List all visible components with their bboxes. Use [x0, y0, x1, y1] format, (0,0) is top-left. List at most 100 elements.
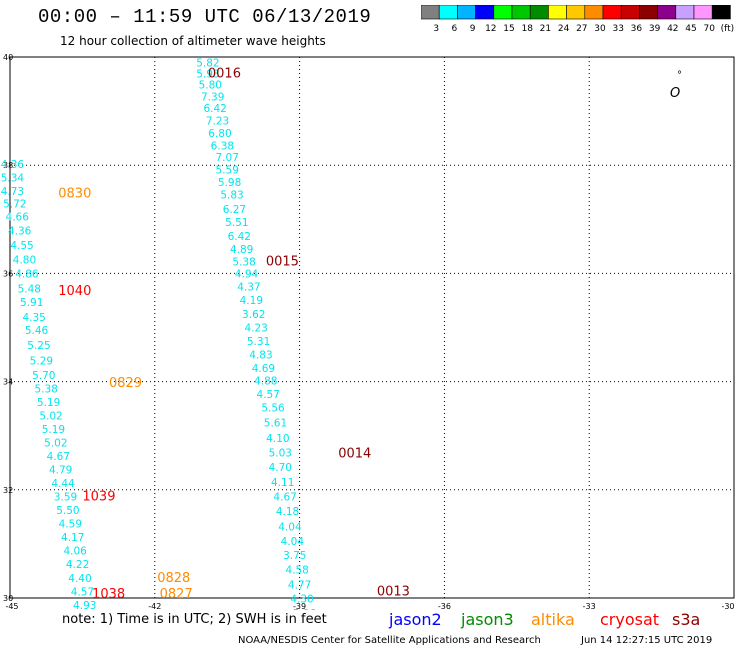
wave-height-value: 5.83	[220, 190, 243, 202]
colorbar-swatch	[711, 5, 731, 20]
y-tick-label: 30	[3, 594, 13, 603]
wave-height-value: 6.42	[228, 231, 251, 243]
wave-height-value: 5.02	[44, 438, 67, 450]
wave-height-value: 5.38	[35, 383, 58, 395]
wave-height-value: 4.19	[240, 295, 263, 307]
wave-height-value: 5.98	[218, 177, 241, 189]
island-marker-label: O	[670, 86, 680, 101]
wave-height-plot: -45 -42 -39 -36 -33 -303032343638405.825.935.…	[1, 53, 735, 610]
chart-subtitle: 12 hour collection of altimeter wave hei…	[60, 34, 326, 48]
wave-height-value: 4.80	[13, 255, 36, 267]
wave-height-value: 5.51	[225, 217, 248, 229]
pass-time-label: 0827	[160, 587, 193, 602]
wave-height-value: 5.38	[232, 256, 255, 268]
wave-height-value: 5.72	[3, 198, 26, 210]
wave-height-value: 3.75	[283, 550, 306, 562]
wave-height-value: 4.57	[71, 586, 94, 598]
colorbar-label: 3	[433, 24, 439, 34]
colorbar-label: 18	[521, 24, 533, 34]
wave-height-value: 4.37	[237, 282, 260, 294]
pass-time-label: 1040	[58, 284, 91, 299]
wave-height-value: 7.39	[201, 91, 224, 103]
pass-time-label: 0015	[266, 254, 299, 269]
wave-height-value: 5.19	[37, 397, 60, 409]
colorbar-label: 30	[594, 24, 606, 34]
pass-time-label: 1038	[92, 587, 125, 602]
wave-height-value: 4.67	[273, 492, 296, 504]
colorbar-label: 36	[631, 24, 643, 34]
wave-height-value: 4.79	[49, 465, 72, 477]
wave-height-value: 4.86	[15, 269, 39, 281]
x-tick-label: -36	[438, 602, 451, 610]
pass-time-label: 0830	[58, 187, 91, 202]
colorbar-label: 45	[685, 24, 696, 34]
colorbar-label: 15	[503, 24, 514, 34]
credit-line: NOAA/NESDIS Center for Satellite Applica…	[238, 635, 541, 646]
satellite-label-cryosat: cryosat	[600, 610, 660, 629]
wave-height-value: 5.02	[39, 410, 62, 422]
wave-height-value: 4.22	[66, 559, 89, 571]
wave-height-value: 4.04	[278, 521, 302, 533]
x-tick-label: -45	[5, 602, 18, 610]
chart-title: 00:00 – 11:59 UTC 06/13/2019	[38, 6, 372, 28]
wave-height-value: 4.40	[68, 573, 91, 585]
wave-height-value: 5.82	[196, 58, 219, 70]
wave-height-value: 7.23	[206, 116, 229, 128]
wave-height-value: 6.42	[203, 103, 226, 115]
wave-height-value: 5.48	[18, 283, 41, 295]
colorbar-label: 70	[703, 24, 715, 34]
wave-height-value: 4.70	[269, 462, 292, 474]
pass-time-label: 0013	[377, 584, 410, 599]
wave-height-value: 4.58	[285, 565, 308, 577]
wave-height-value: 3.59	[54, 492, 77, 504]
wave-height-value: 4.59	[59, 519, 82, 531]
plot-frame	[9, 56, 735, 599]
wave-height-value: 4.93	[73, 600, 96, 610]
wave-height-value: 4.04	[281, 536, 305, 548]
wave-height-value: 4.67	[47, 451, 70, 463]
satellite-label-s3a: s3a	[672, 610, 701, 629]
satellite-label-jason2: jason2	[389, 610, 442, 629]
wave-height-value: 5.25	[27, 340, 50, 352]
colorbar-label: (ft)	[721, 24, 735, 34]
x-tick-label: -33	[583, 602, 596, 610]
wave-height-value: 6.27	[223, 204, 246, 216]
wave-height-value: 4.69	[252, 363, 275, 375]
units-note: note: 1) Time is in UTC; 2) SWH is in fe…	[62, 612, 327, 627]
satellite-label-jason3: jason3	[461, 610, 514, 629]
wave-height-value: 4.30	[290, 593, 313, 605]
wave-height-value: 4.44	[51, 478, 75, 490]
wave-height-value: 5.61	[264, 418, 287, 430]
wave-height-value: 4.36	[8, 225, 32, 237]
wave-height-value: 3.62	[242, 309, 265, 321]
generated-time: Jun 14 12:27:15 UTC 2019	[581, 635, 713, 646]
island-marker-symbol: °	[677, 70, 682, 81]
wave-height-value: 5.31	[247, 336, 270, 348]
wave-height-value: 6.38	[211, 141, 234, 153]
wave-height-value: 4.17	[61, 532, 84, 544]
satellite-label-altika: altika	[531, 610, 575, 629]
y-tick-label: 32	[3, 486, 13, 495]
pass-time-label: 0014	[338, 446, 371, 461]
pass-time-label: 0829	[109, 376, 142, 391]
colorbar-label: 24	[558, 24, 570, 34]
wave-height-value: 5.46	[25, 325, 49, 337]
wave-height-value: 4.89	[230, 244, 253, 256]
wave-height-value: 5.19	[42, 424, 65, 436]
colorbar-label: 9	[470, 24, 476, 34]
pass-time-label: 0828	[157, 571, 190, 586]
wave-height-value: 4.11	[271, 477, 294, 489]
wave-height-value: 5.91	[20, 297, 43, 309]
wave-height-value: 4.36	[1, 159, 25, 171]
colorbar-label: 42	[667, 24, 678, 34]
y-tick-label: 34	[3, 378, 13, 387]
wave-height-value: 4.18	[276, 506, 299, 518]
x-tick-label: -42	[148, 602, 161, 610]
wave-height-value: 4.77	[288, 579, 311, 591]
wave-height-value: 4.94	[235, 269, 259, 281]
colorbar-label: 27	[576, 24, 587, 34]
colorbar-label: 21	[540, 24, 551, 34]
wave-height-value: 5.03	[269, 447, 292, 459]
y-tick-label: 40	[3, 53, 13, 62]
colorbar-label: 33	[612, 24, 623, 34]
